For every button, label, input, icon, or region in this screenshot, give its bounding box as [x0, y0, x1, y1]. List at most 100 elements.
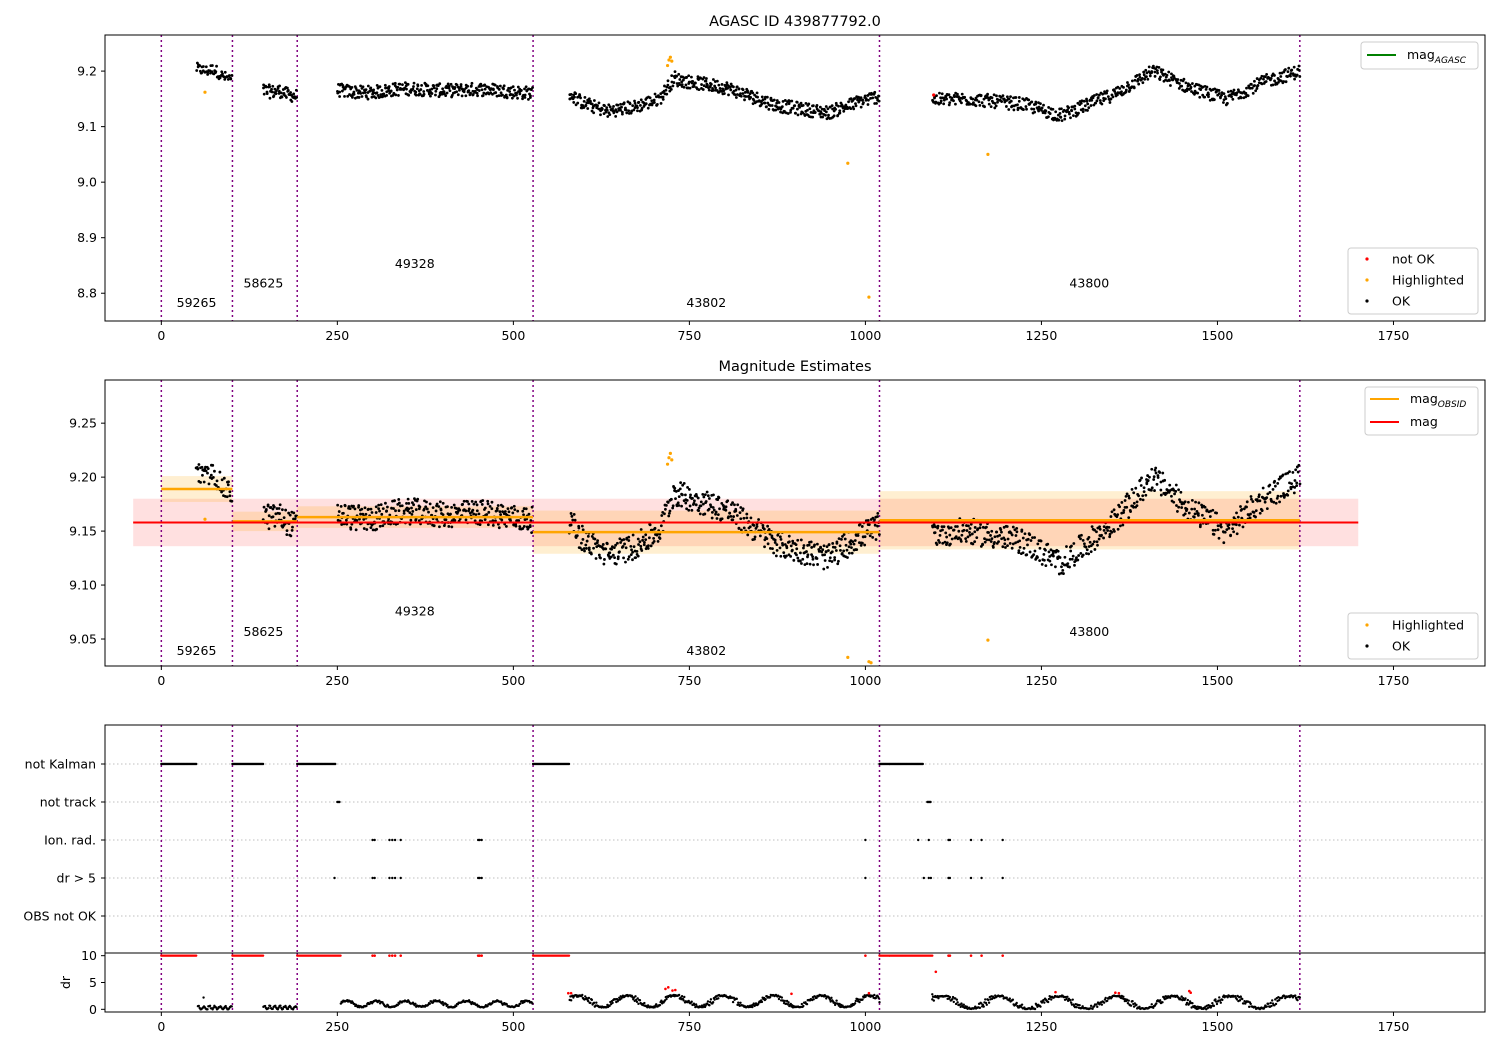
mid-ok-point — [656, 539, 660, 543]
top-ok-point — [1068, 112, 1071, 116]
top-ok-point — [586, 107, 590, 110]
mid-ok-point — [287, 511, 291, 515]
top-ok-point — [295, 95, 299, 99]
top-highlighted-point — [203, 90, 207, 94]
mid-ok-point — [876, 524, 879, 528]
flag-point — [980, 876, 983, 880]
mid-ok-point — [500, 518, 504, 522]
mid-ok-point — [1276, 481, 1280, 485]
top-ok-point — [1127, 83, 1130, 87]
flag-point — [1001, 838, 1004, 842]
top-ok-point — [285, 96, 288, 99]
top-ok-point — [584, 103, 588, 107]
top-ok-point — [831, 107, 834, 111]
mid-ok-point — [836, 562, 840, 566]
top-ok-point — [429, 94, 432, 98]
mid-ok-point — [866, 518, 870, 522]
top-ok-point — [1224, 97, 1228, 101]
mid-ok-point — [696, 496, 700, 500]
top-ok-point — [1264, 75, 1267, 79]
dr-ok-point — [1102, 1001, 1106, 1004]
mid-ok-point — [1255, 498, 1259, 501]
top-ok-point — [804, 101, 808, 105]
mid-ok-point — [803, 563, 807, 567]
mid-ok-point — [985, 525, 988, 529]
mid-ok-point — [1110, 530, 1114, 534]
mid-ok-point — [371, 528, 375, 532]
mid-ok-point — [779, 554, 783, 558]
top-ok-point — [350, 95, 354, 99]
top-ok-point — [842, 109, 846, 113]
mid-ok-point — [709, 505, 713, 509]
mid-ok-point — [288, 513, 292, 517]
top-ok-point — [947, 103, 951, 107]
mid-ok-point — [646, 544, 650, 548]
top-ok-point — [346, 94, 350, 98]
dr-ok-point — [519, 1002, 522, 1005]
mid-legend-label: OK — [1392, 639, 1411, 654]
top-ok-point — [1153, 70, 1157, 74]
mid-ok-point — [867, 523, 871, 527]
mid-ok-point — [1006, 537, 1010, 541]
dr-ok-point — [414, 1002, 417, 1006]
top-ok-point — [592, 111, 596, 115]
mid-ok-point — [228, 490, 232, 494]
top-ok-point — [1132, 86, 1136, 90]
top-ok-point — [690, 75, 693, 79]
mid-ok-point — [1155, 482, 1159, 486]
mid-ok-point — [724, 508, 728, 512]
top-axes-frame — [104, 34, 1486, 322]
mid-ok-point — [1192, 515, 1196, 519]
mid-ok-point — [361, 512, 365, 516]
mid-ok-point — [1065, 545, 1068, 548]
mid-ok-point — [767, 528, 771, 531]
mid-ok-point — [1183, 512, 1187, 516]
top-ok-point — [765, 105, 768, 109]
mid-ok-point — [666, 501, 670, 504]
mid-ok-point — [753, 535, 757, 539]
top-ok-point — [512, 94, 516, 98]
mid-ok-point — [736, 503, 740, 507]
dr-ok-point — [581, 993, 584, 997]
mid-ok-point — [717, 496, 721, 500]
top-ok-point — [229, 77, 233, 80]
mid-ok-point — [439, 508, 443, 512]
top-ok-point — [994, 104, 998, 108]
mid-ok-point — [496, 504, 500, 507]
mid-ok-point — [452, 503, 456, 507]
top-ok-point — [960, 101, 963, 105]
mid-ok-point — [1174, 483, 1178, 487]
mid-ok-point — [410, 506, 413, 510]
mid-ok-point — [1251, 500, 1255, 503]
top-ok-point — [467, 89, 471, 93]
mid-ok-point — [1258, 511, 1262, 515]
top-ok-point — [195, 69, 199, 72]
mid-ok-point — [631, 533, 635, 537]
mid-ok-point — [378, 509, 381, 513]
mid-ok-point — [640, 549, 644, 552]
mid-ok-point — [830, 560, 834, 563]
dr-ok-point — [1020, 1003, 1024, 1006]
mid-ok-point — [211, 463, 215, 467]
dr-ok-point — [830, 996, 833, 1000]
mid-ok-point — [1200, 513, 1204, 517]
mid-ok-point — [1144, 493, 1148, 497]
top-ok-point — [786, 112, 790, 115]
top-ok-point — [633, 99, 636, 103]
mid-ok-point — [641, 538, 644, 542]
top-ok-point — [639, 104, 642, 107]
mid-ok-point — [472, 502, 476, 506]
mid-ok-point — [1005, 525, 1009, 528]
mid-ok-point — [1087, 552, 1091, 556]
top-highlighted-point — [986, 152, 990, 156]
mid-ok-point — [359, 512, 362, 516]
top-ok-point — [420, 83, 424, 87]
dr-ok-point — [948, 996, 952, 999]
mid-ok-point — [711, 506, 715, 509]
mid-ok-point — [422, 507, 426, 511]
mid-ok-point — [698, 512, 702, 516]
mid-ok-point — [1292, 491, 1296, 495]
dr-ok-point — [1129, 1004, 1133, 1007]
top-ok-point — [606, 115, 610, 118]
dr-ok-point — [590, 998, 594, 1002]
